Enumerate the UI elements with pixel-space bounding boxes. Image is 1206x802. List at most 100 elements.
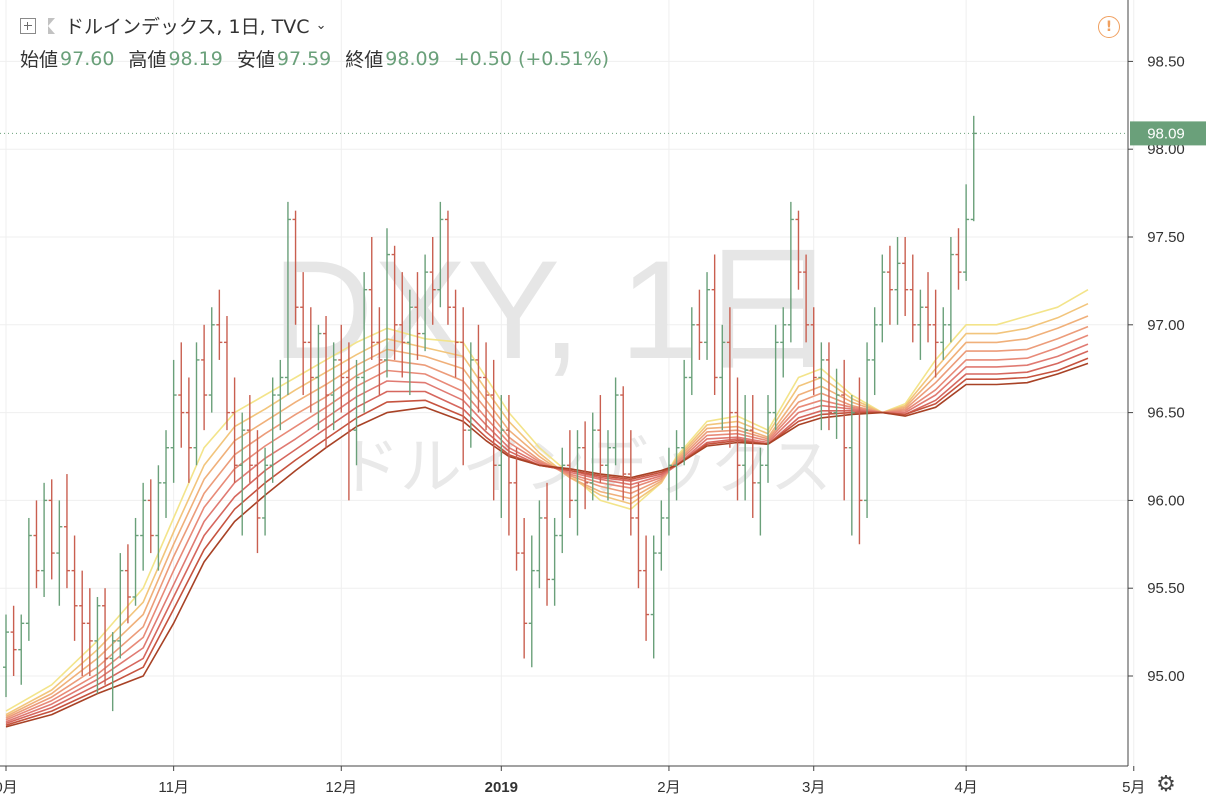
ohlc-bar bbox=[277, 359, 284, 431]
ohlc-bar bbox=[879, 254, 886, 343]
ohlc-bar bbox=[726, 307, 733, 448]
exclamation-circle-icon[interactable]: ! bbox=[1098, 16, 1120, 38]
ohlc-bar bbox=[909, 254, 916, 343]
ohlc-bar bbox=[25, 517, 32, 641]
watermark-symbol: DXY, 1日 bbox=[272, 231, 837, 388]
price-tick-label: 95.50 bbox=[1147, 580, 1185, 597]
symbol-title[interactable]: ドルインデックス, 1日, TVC bbox=[65, 16, 310, 38]
ohlc-bar bbox=[963, 184, 970, 281]
ohlc-bar bbox=[742, 395, 749, 501]
ohlc-bar bbox=[772, 324, 779, 431]
ohlc-bar bbox=[185, 377, 192, 483]
time-tick-label: 4月 bbox=[954, 779, 977, 796]
ohlc-bar bbox=[627, 430, 634, 536]
ohlc-bar bbox=[201, 324, 208, 431]
time-tick-label: 11月 bbox=[158, 779, 189, 796]
ohlc-bar bbox=[292, 210, 299, 325]
ohlc-bar bbox=[56, 500, 63, 606]
gear-icon[interactable]: ⚙ bbox=[1156, 772, 1176, 797]
ohlc-bar bbox=[696, 289, 703, 360]
ohlc-bar bbox=[955, 228, 962, 290]
ohlc-bar bbox=[376, 307, 383, 396]
price-tick-label: 95.00 bbox=[1147, 668, 1185, 685]
ohlc-bar bbox=[414, 272, 421, 360]
ohlc-bar bbox=[658, 500, 665, 571]
ohlc-bar bbox=[208, 307, 215, 413]
ohlc-bar bbox=[406, 289, 413, 396]
price-tick-label: 96.50 bbox=[1147, 405, 1185, 422]
ohlc-bar bbox=[132, 517, 139, 606]
ohlc-bar bbox=[894, 237, 901, 325]
ohlc-bar bbox=[970, 115, 977, 222]
ohlc-bar bbox=[124, 544, 131, 624]
time-tick-label: 2月 bbox=[657, 779, 680, 796]
chevron-down-icon[interactable]: ⌄ bbox=[315, 18, 327, 33]
ohlc-bar bbox=[528, 535, 535, 668]
last-price-label: 98.09 bbox=[1147, 125, 1185, 142]
ohlc-bar bbox=[444, 210, 451, 325]
ohlc-bar bbox=[117, 553, 124, 659]
ohlc-bar bbox=[163, 430, 170, 518]
ohlc-bar bbox=[41, 482, 48, 597]
ohlc-bar bbox=[223, 316, 230, 431]
ohlc-bar bbox=[307, 307, 314, 413]
ohlc-bar bbox=[216, 289, 223, 360]
ohlc-bar bbox=[18, 614, 25, 685]
ohlc-bar bbox=[825, 342, 832, 431]
last-price-badge: 98.09 bbox=[1130, 121, 1206, 146]
ohlc-bar bbox=[635, 482, 642, 589]
ohlc-bar bbox=[262, 447, 269, 536]
ohlc-bar bbox=[704, 272, 711, 360]
ohlc-bar bbox=[63, 474, 70, 589]
plus-square-icon[interactable] bbox=[20, 17, 36, 34]
ohlc-bar bbox=[925, 272, 932, 343]
ohlc-bar bbox=[246, 395, 253, 483]
time-tick-label: 2019 bbox=[485, 779, 518, 796]
ohlc-bar bbox=[109, 632, 116, 712]
ohlc-bar bbox=[810, 307, 817, 396]
ohlc-bar bbox=[460, 307, 467, 466]
ohlc-bar bbox=[140, 482, 147, 571]
price-axis[interactable]: 95.00 95.50 96.00 96.50 97.00 97.50 98.00 98.50 bbox=[1127, 0, 1185, 766]
ohlc-bar bbox=[300, 272, 307, 396]
time-axis[interactable]: 0月 11月 12月 2019 2月 3月 4月 5月 bbox=[0, 765, 1145, 796]
ohlc-bar bbox=[650, 535, 657, 659]
flag-icon[interactable] bbox=[48, 17, 55, 34]
ohlc-bar bbox=[589, 412, 596, 501]
ohlc-bar bbox=[940, 307, 947, 360]
ohlc-bar bbox=[818, 342, 825, 431]
ohlc-bar bbox=[155, 465, 162, 571]
ohlc-bar bbox=[269, 377, 276, 483]
time-tick-label: 12月 bbox=[325, 779, 357, 796]
ohlc-bar bbox=[604, 430, 611, 501]
ohlc-bar bbox=[170, 359, 177, 483]
ohlc-bar bbox=[429, 237, 436, 325]
ohlc-bar bbox=[833, 368, 840, 439]
ohlc-bar bbox=[780, 307, 787, 378]
ohlc-bar bbox=[452, 289, 459, 378]
ohlc-bar bbox=[871, 307, 878, 396]
ohlc-bar bbox=[284, 201, 291, 396]
ohlc-bar bbox=[582, 421, 589, 510]
ohlc-bar bbox=[757, 447, 764, 536]
ohlc-bar bbox=[315, 324, 322, 431]
ohlc-bar bbox=[239, 412, 246, 536]
ohlc-bar bbox=[886, 245, 893, 325]
ohlc-bar bbox=[147, 479, 154, 554]
ohlc-bar bbox=[521, 517, 528, 659]
ohlc-bar bbox=[620, 386, 627, 501]
ohlc-bar bbox=[947, 237, 954, 343]
ohlc-bar bbox=[330, 342, 337, 431]
ohlc-bar bbox=[665, 447, 672, 536]
ohlc-bar bbox=[719, 324, 726, 431]
ohlc-bar bbox=[787, 201, 794, 343]
ohlc-bar bbox=[803, 254, 810, 343]
ohlc-bar bbox=[483, 342, 490, 431]
ohlc-bar bbox=[856, 377, 863, 545]
ohlc-bar bbox=[513, 447, 520, 571]
ohlc-bar bbox=[902, 237, 909, 317]
ohlc-bar bbox=[597, 395, 604, 483]
ohlc-bar bbox=[734, 377, 741, 501]
